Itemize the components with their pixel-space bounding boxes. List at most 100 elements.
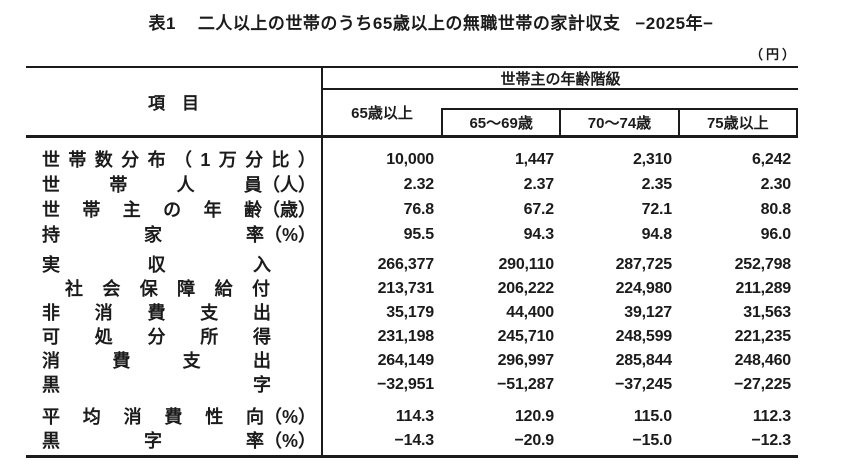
cell-value: 94.3: [523, 225, 555, 243]
label-unit: 字: [143, 431, 162, 451]
label-unit: 消: [94, 303, 113, 323]
household-budget-table: （円） 項 目 世帯主の年齢階級 65歳以上 65～69歳 70～74歳 75歳…: [26, 46, 798, 458]
row-label-cell: 黒 字 率（%）: [26, 432, 323, 450]
label-unit: 世: [42, 174, 60, 195]
row-label: 実収入: [42, 256, 271, 274]
row-label: 社会保障給付: [65, 280, 270, 298]
cell-value: 44,400: [506, 304, 554, 321]
title-prefix: 表1: [148, 14, 176, 33]
label-unit: 世: [42, 199, 60, 220]
label-unit: 持: [42, 224, 60, 245]
cell-value: −37,245: [615, 376, 672, 393]
row-label-cell: 非消費支出: [26, 304, 323, 322]
cell-value: 248,599: [615, 328, 673, 345]
cell-value: 231,198: [377, 328, 435, 345]
column-label: 65～69歳: [469, 115, 533, 132]
cell-value: 2,310: [632, 150, 672, 168]
cell-value: −14.3: [394, 432, 435, 449]
cell-value: −15.0: [632, 432, 673, 449]
label-unit: 人: [176, 174, 195, 195]
label-unit: 員（人）: [243, 174, 316, 195]
table-header: 項 目 世帯主の年齢階級 65歳以上 65～69歳 70～74歳 75歳以上: [26, 66, 798, 138]
cell-value: 72.1: [641, 200, 673, 218]
row-label: 世 帯 人 員（人）: [42, 176, 316, 194]
cell-value: 112.3: [752, 408, 791, 425]
label-unit: 給: [214, 279, 233, 299]
cell-value: 94.8: [641, 225, 673, 243]
label-unit: 入: [253, 255, 271, 275]
label-unit: 処: [94, 327, 113, 347]
row-group: 世帯数分布（1 万分比） 10,000 1,447 2,310 6,242 世帯人…: [26, 138, 798, 247]
cell-value: 95.5: [403, 225, 435, 243]
row-label: 消費支出: [42, 352, 271, 370]
label-unit: 世: [42, 149, 60, 170]
label-unit: ）: [297, 149, 316, 170]
cell-value: 224,980: [615, 280, 673, 297]
cell-value: 96.0: [760, 225, 792, 243]
cell-value: 211,289: [735, 280, 791, 297]
label-unit: 均: [82, 407, 101, 427]
table-row: 世 帯 人 員（人） 2.32 2.37 2.35 2.30: [26, 172, 798, 197]
row-label-cell: 世 帯 人 員（人）: [26, 176, 323, 194]
cell-value: 31,563: [743, 304, 791, 321]
label-unit: 出: [252, 351, 271, 371]
label-unit: 社: [65, 279, 83, 299]
row-label-cell: 世帯数分布（1 万分比）: [26, 151, 323, 169]
label-unit: 齢（歳）: [243, 199, 316, 220]
row-label-cell: 世 帯主 の年齢（歳）: [26, 201, 323, 219]
label-unit: 黒: [42, 431, 60, 451]
column-header-70-74: 70～74歳: [559, 110, 677, 135]
table-row: 消 費 支 出 264,149 296,997 285,844 248,460: [26, 349, 798, 373]
cell-value: 296,997: [497, 352, 555, 369]
label-unit: 帯: [68, 149, 87, 170]
label-unit: 家: [143, 224, 162, 245]
table-row: 黒 字 率（%） −14.3 −20.9 −15.0 −12.3: [26, 429, 798, 453]
row-label-cell: 平 均 消 費 性 向（%）: [26, 408, 323, 426]
row-label: 非消費支出: [42, 304, 271, 322]
row-label: 黒 字 率（%）: [42, 432, 316, 450]
label-unit: 実: [42, 255, 60, 275]
table-row: 世帯数分布（1 万分比） 10,000 1,447 2,310 6,242: [26, 147, 798, 172]
cell-value: 6,242: [751, 150, 791, 168]
label-unit: の: [163, 199, 182, 220]
cell-value: 2.37: [523, 175, 555, 193]
label-unit: 出: [253, 303, 271, 323]
row-label: 世 帯主 の年齢（歳）: [42, 201, 316, 219]
label-unit: 収: [147, 255, 166, 275]
row-label: 可処分所得: [42, 328, 271, 346]
label-unit: 非: [42, 303, 60, 323]
title-main: 二人以上の世帯のうち65歳以上の無職世帯の家計収支: [197, 14, 621, 33]
label-unit: 支: [200, 303, 219, 323]
cell-value: 35,179: [386, 304, 434, 321]
cell-value: −32,951: [377, 376, 434, 393]
row-label: 持 家 率（%）: [42, 226, 316, 244]
cell-value: 290,110: [498, 256, 554, 273]
label-unit: 布: [147, 149, 166, 170]
column-subheaders: 65～69歳 70～74歳 75歳以上: [441, 108, 798, 135]
column-label: 65歳以上: [351, 105, 413, 122]
cell-value: 76.8: [403, 200, 435, 218]
cell-value: 245,710: [497, 328, 555, 345]
row-label: 世帯数分布（1 万分比）: [42, 151, 316, 169]
table-body: 世帯数分布（1 万分比） 10,000 1,447 2,310 6,242 世帯人…: [26, 138, 798, 458]
label-unit: 平: [42, 407, 60, 427]
cell-value: −51,287: [497, 376, 554, 393]
corner-label: 項 目: [148, 94, 199, 113]
cell-value: 252,798: [734, 256, 792, 273]
column-header-65-69: 65～69歳: [443, 110, 559, 135]
cell-value: 115.0: [633, 408, 672, 425]
cell-value: 287,725: [615, 256, 673, 273]
row-label: 黒字: [42, 376, 271, 394]
cell-value: 10,000: [386, 150, 434, 168]
column-divider: [321, 138, 323, 455]
label-unit: 帯: [109, 174, 128, 195]
row-group: 実 収 入 266,377 290,110 287,725 252,798 社会保障…: [26, 247, 798, 397]
label-unit: 支: [182, 351, 201, 371]
label-unit: 費: [147, 303, 166, 323]
row-label-cell: 持 家 率（%）: [26, 226, 323, 244]
label-unit: 消: [123, 407, 142, 427]
table-row: 世 帯主 の年齢（歳） 76.8 67.2 72.1 80.8: [26, 197, 798, 222]
label-unit: 比: [271, 149, 290, 170]
cell-value: 285,844: [615, 352, 673, 369]
row-label-cell: 社会保障給付: [26, 280, 323, 298]
